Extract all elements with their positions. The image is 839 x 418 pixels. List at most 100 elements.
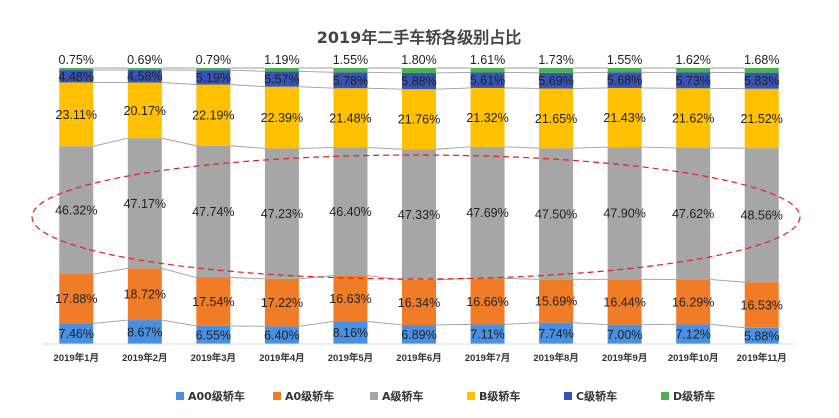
bar-segment	[264, 86, 299, 149]
data-label: 1.55%	[607, 53, 642, 67]
series-line	[367, 275, 403, 281]
series-line	[298, 70, 334, 73]
bar-segment	[127, 138, 162, 269]
bars-layer	[59, 68, 779, 344]
data-label: 47.90%	[603, 207, 645, 221]
legend-swatch	[564, 392, 572, 400]
data-label: 21.43%	[603, 111, 645, 125]
data-label: 17.54%	[192, 295, 234, 309]
bar-segment	[402, 279, 436, 325]
data-label: 21.52%	[741, 112, 783, 126]
data-label: 6.89%	[401, 328, 436, 342]
series-line	[93, 267, 128, 275]
x-tick-label: 2019年5月	[328, 352, 373, 364]
data-label: 21.32%	[466, 111, 508, 125]
series-line	[573, 87, 608, 89]
bar-segment	[59, 70, 94, 83]
bar-segment	[127, 268, 162, 321]
x-tick-label: 2019年3月	[191, 352, 236, 364]
data-label: 4.58%	[127, 70, 162, 84]
legend-label: A00级轿车	[188, 389, 245, 403]
chart-title: 2019年二手车轿各级别占比	[317, 28, 522, 47]
data-label: 5.69%	[538, 74, 573, 88]
bar-segment	[196, 84, 231, 146]
data-label: 16.63%	[329, 292, 371, 306]
data-label: 7.12%	[675, 328, 710, 342]
series-line	[230, 84, 265, 88]
data-label: 6.40%	[264, 329, 299, 343]
legend-label: C级轿车	[576, 389, 617, 403]
series-line	[367, 87, 403, 90]
series-line	[161, 267, 197, 278]
bar-segment	[607, 72, 642, 88]
bar-segment	[744, 88, 779, 149]
bar-segment	[744, 327, 779, 344]
data-label: 15.69%	[535, 294, 577, 308]
series-line	[161, 319, 197, 327]
bar-segment	[127, 68, 162, 70]
series-line	[230, 69, 265, 72]
data-label: 7.46%	[59, 327, 94, 341]
bar-segment	[59, 274, 94, 324]
data-label: 16.29%	[672, 295, 714, 309]
series-line	[435, 146, 471, 150]
bar-segment	[744, 68, 779, 73]
data-label: 5.88%	[744, 329, 779, 343]
highlight-ellipse	[31, 154, 801, 280]
series-line	[435, 87, 471, 90]
data-label: 4.48%	[59, 70, 94, 84]
legend-label: D级轿车	[673, 389, 715, 403]
bar-segment	[333, 147, 368, 276]
data-label: 7.11%	[470, 328, 505, 342]
series-line	[504, 87, 540, 89]
bar-segment	[402, 89, 436, 150]
bar-segment	[333, 72, 368, 89]
bar-segment	[333, 275, 368, 322]
data-label: 47.62%	[672, 207, 714, 221]
series-line	[435, 71, 471, 74]
bar-segment	[676, 147, 711, 280]
data-label: 7.00%	[607, 328, 642, 342]
data-label: 1.55%	[333, 53, 368, 67]
series-line	[367, 321, 403, 326]
data-label: 1.73%	[538, 53, 573, 67]
legend-swatch	[467, 392, 475, 400]
x-axis-ticks: 2019年1月 2019年2月 2019年3月 2019年4月 2019年5月 2019年…	[54, 352, 787, 364]
data-label: 0.69%	[127, 53, 162, 67]
data-label: 8.16%	[333, 326, 368, 340]
bar-segment	[127, 320, 162, 344]
data-label: 5.83%	[744, 74, 779, 88]
data-label: 5.57%	[264, 72, 299, 86]
bar-segment	[333, 321, 368, 344]
series-line	[504, 146, 540, 149]
data-label: 22.19%	[192, 109, 234, 123]
bar-segment	[59, 68, 94, 71]
bar-segment	[59, 323, 94, 344]
bar-segment	[607, 87, 642, 148]
bar-segment	[607, 147, 642, 280]
data-label: 16.66%	[466, 295, 508, 309]
data-label: 5.73%	[675, 74, 710, 88]
data-label: 1.61%	[470, 53, 505, 67]
data-label: 21.62%	[672, 112, 714, 126]
series-line	[93, 137, 128, 147]
bar-segment	[402, 72, 436, 90]
bar-segment	[470, 278, 505, 325]
data-label: 16.34%	[398, 296, 440, 310]
series-line	[367, 147, 403, 150]
series-line	[710, 278, 745, 283]
data-label: 46.40%	[329, 205, 371, 219]
bar-segment	[264, 71, 299, 87]
bar-segment	[127, 82, 162, 139]
series-line	[573, 146, 608, 149]
bar-segment	[196, 325, 231, 344]
series-line	[504, 322, 540, 325]
series-line	[93, 319, 128, 324]
data-label: 21.65%	[535, 112, 577, 126]
x-tick-label: 2019年6月	[396, 352, 441, 364]
x-tick-label: 2019年1月	[54, 352, 99, 364]
bar-segment	[539, 148, 574, 280]
x-tick-label: 2019年8月	[533, 352, 578, 364]
data-label: 1.80%	[401, 53, 436, 67]
bar-segment	[539, 72, 574, 89]
